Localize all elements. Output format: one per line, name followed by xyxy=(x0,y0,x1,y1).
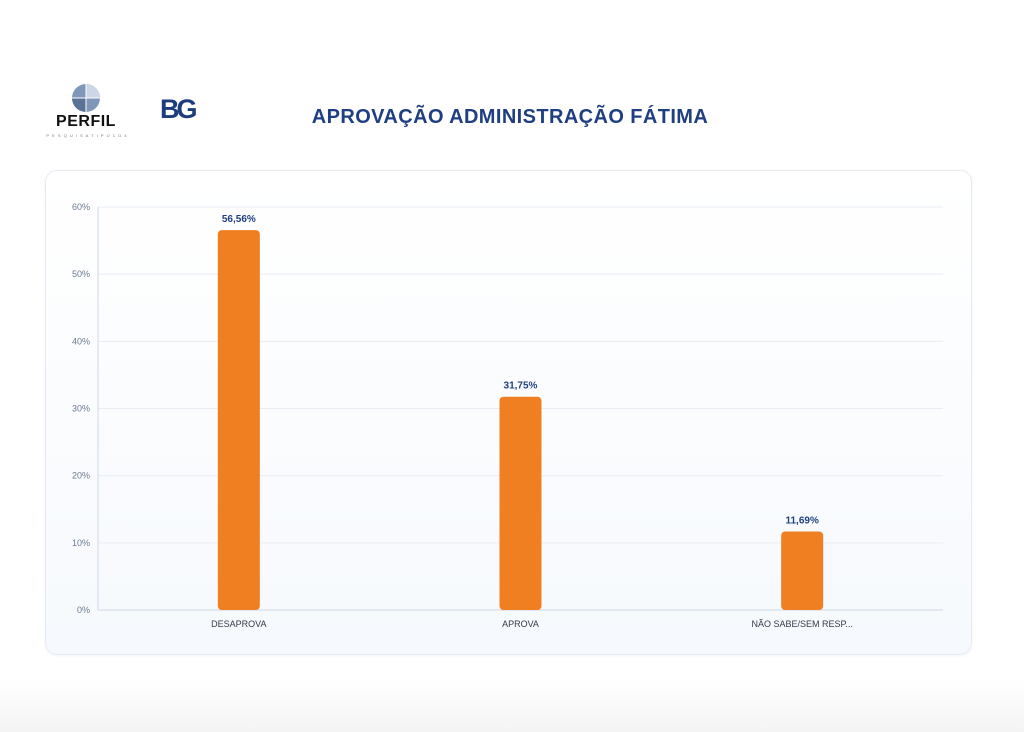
perfil-logo-tagline: P E S Q U I S A T I P O 1 O 4 xyxy=(46,133,128,138)
bar-chart: 0% 10% 20% 30% 40% 50% 60% 56,56% DESAPROVA 31,75… xyxy=(72,202,943,629)
bar xyxy=(217,230,260,610)
bar xyxy=(781,531,824,610)
data-label: 31,75% xyxy=(504,381,538,392)
data-label: 11,69% xyxy=(785,515,818,526)
chart-card: 0% 10% 20% 30% 40% 50% 60% 56,56% DESAPROVA 31,75… xyxy=(45,170,972,655)
perfil-logo-text: PERFIL xyxy=(56,113,116,130)
bg-logo-text: BG xyxy=(160,94,197,124)
bar xyxy=(499,396,542,610)
x-tick-label: DESAPROVA xyxy=(211,619,266,629)
page-title: APROVAÇÃO ADMINISTRAÇÃO FÁTIMA xyxy=(311,106,709,128)
y-tick-label: 40% xyxy=(72,336,90,346)
y-tick-label: 10% xyxy=(72,538,90,548)
y-tick-label: 30% xyxy=(72,404,90,414)
data-label: 56,56% xyxy=(222,214,256,225)
perfil-logo: PERFIL P E S Q U I S A T I P O 1 O 4 xyxy=(42,82,132,140)
perfil-globe-icon xyxy=(72,84,100,112)
y-tick-label: 50% xyxy=(72,269,90,279)
y-tick-label: 0% xyxy=(77,605,90,615)
x-tick-label: NÃO SABE/SEM RESP... xyxy=(751,619,852,629)
bg-logo: BG xyxy=(160,94,206,128)
x-tick-label: APROVA xyxy=(502,619,539,629)
bottom-fade xyxy=(0,680,1024,732)
y-tick-label: 20% xyxy=(72,471,90,481)
y-tick-label: 60% xyxy=(72,202,90,212)
